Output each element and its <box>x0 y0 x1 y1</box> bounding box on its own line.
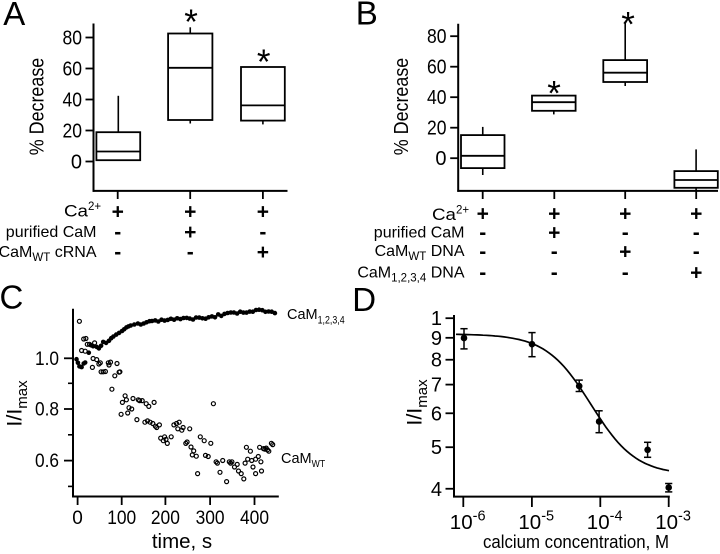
svg-text:-: - <box>479 241 486 264</box>
svg-text:+: + <box>257 241 269 264</box>
svg-text:*: * <box>257 43 271 82</box>
svg-text:40: 40 <box>427 87 447 109</box>
svg-text:Ca: Ca <box>432 205 457 224</box>
svg-text:-: - <box>551 262 558 285</box>
svg-text:purified CaM: purified CaM <box>374 225 465 242</box>
svg-text:A: A <box>3 0 25 32</box>
svg-text:1: 1 <box>431 308 442 330</box>
svg-text:C: C <box>0 279 23 316</box>
svg-text:40: 40 <box>63 90 83 112</box>
svg-text:60: 60 <box>63 59 83 81</box>
svg-text:CaMWT cRNA: CaMWT cRNA <box>0 244 97 264</box>
svg-text:+: + <box>619 203 631 226</box>
svg-text:400: 400 <box>240 508 269 529</box>
svg-text:+: + <box>548 222 560 245</box>
svg-text:-: - <box>622 262 629 285</box>
svg-text:-: - <box>114 221 121 244</box>
svg-text:B: B <box>356 0 378 31</box>
svg-text:300: 300 <box>196 508 225 529</box>
svg-text:+: + <box>184 201 196 224</box>
svg-text:-: - <box>693 241 700 264</box>
svg-text:+: + <box>477 203 489 226</box>
svg-text:purified CaM: purified CaM <box>6 224 97 241</box>
svg-text:80: 80 <box>427 26 447 48</box>
svg-text:-: - <box>479 222 486 245</box>
svg-text:0.8: 0.8 <box>35 400 59 421</box>
svg-text:-: - <box>551 241 558 264</box>
svg-text:% Decrease: % Decrease <box>27 58 49 156</box>
svg-text:9: 9 <box>431 328 442 350</box>
svg-text:-: - <box>622 222 629 245</box>
svg-text:-: - <box>259 221 266 244</box>
svg-text:5: 5 <box>431 437 442 459</box>
svg-text:*: * <box>184 3 198 42</box>
svg-text:60: 60 <box>427 57 447 79</box>
svg-text:+: + <box>184 221 196 244</box>
svg-text:-: - <box>479 262 486 285</box>
svg-text:200: 200 <box>151 508 180 529</box>
svg-text:100: 100 <box>107 508 136 529</box>
svg-text:4: 4 <box>431 479 442 501</box>
svg-text:80: 80 <box>63 28 83 50</box>
svg-text:CaMWT DNA: CaMWT DNA <box>375 243 465 263</box>
svg-text:7: 7 <box>431 375 442 397</box>
svg-text:CaM1,2,3,4 DNA: CaM1,2,3,4 DNA <box>357 265 465 285</box>
svg-text:D: D <box>352 281 376 318</box>
svg-text:*: * <box>547 74 561 113</box>
svg-text:0: 0 <box>435 148 446 170</box>
svg-text:-: - <box>187 241 194 264</box>
svg-text:0.6: 0.6 <box>35 451 59 472</box>
svg-text:2+: 2+ <box>88 201 101 213</box>
svg-text:% Decrease: % Decrease <box>391 58 413 156</box>
svg-text:8: 8 <box>431 350 442 372</box>
svg-text:20: 20 <box>63 121 83 143</box>
svg-text:-: - <box>693 222 700 245</box>
svg-text:calcium concentration, M: calcium concentration, M <box>483 531 669 552</box>
svg-text:0: 0 <box>71 152 82 174</box>
svg-text:-: - <box>114 241 121 264</box>
svg-text:+: + <box>112 201 124 224</box>
svg-text:*: * <box>621 6 635 45</box>
svg-text:1.0: 1.0 <box>35 349 59 370</box>
svg-text:+: + <box>690 262 702 285</box>
svg-text:time, s: time, s <box>152 530 212 553</box>
svg-text:2+: 2+ <box>456 205 469 217</box>
svg-text:+: + <box>619 241 631 264</box>
svg-text:+: + <box>548 203 560 226</box>
svg-text:0: 0 <box>72 508 83 529</box>
svg-text:20: 20 <box>427 118 447 140</box>
svg-text:+: + <box>690 203 702 226</box>
svg-text:6: 6 <box>431 403 442 425</box>
svg-text:Ca: Ca <box>64 202 89 221</box>
svg-text:+: + <box>257 201 269 224</box>
